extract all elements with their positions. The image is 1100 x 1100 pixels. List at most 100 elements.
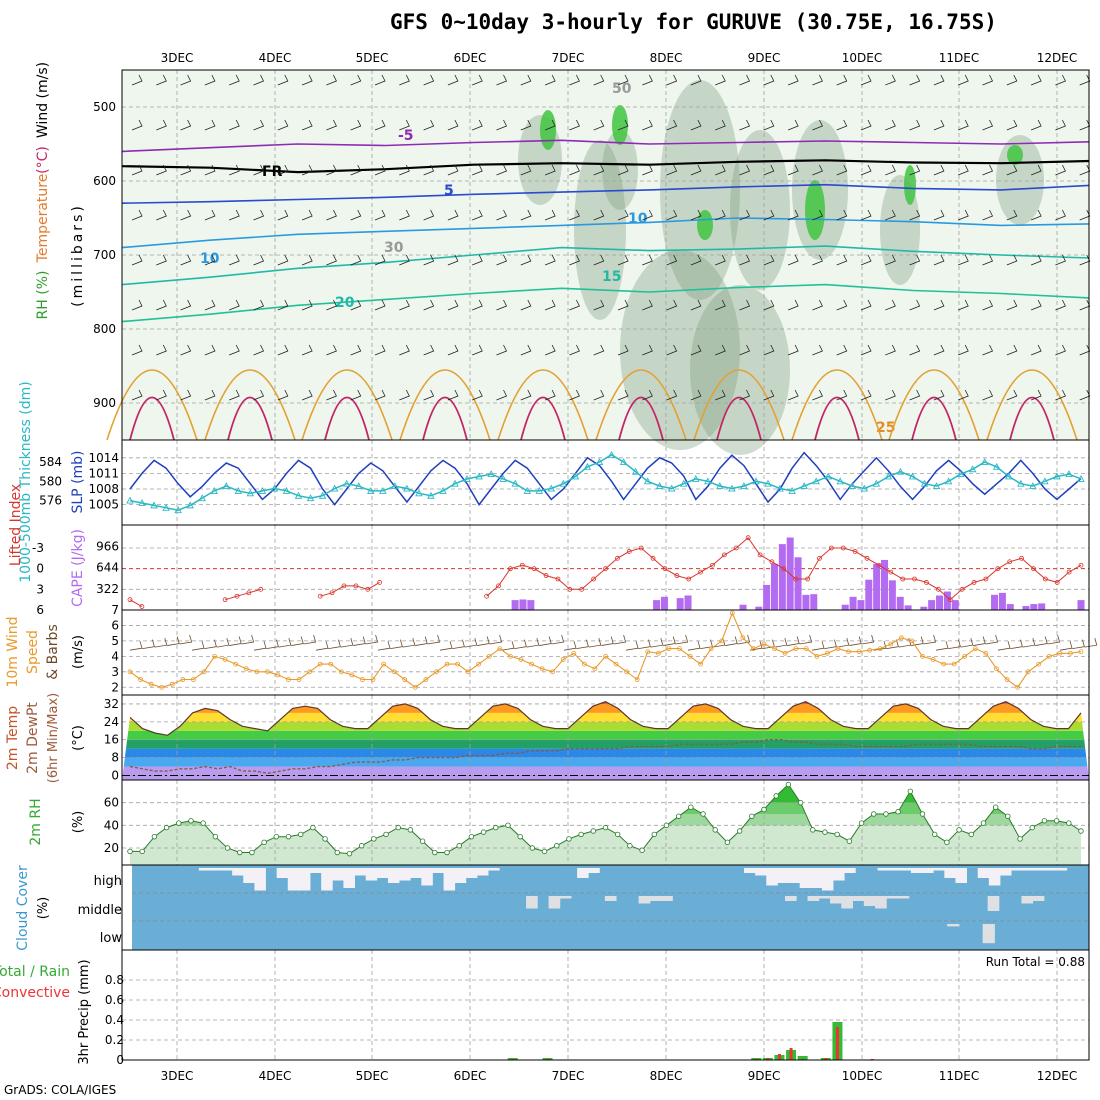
precip-tick-label: 0.4: [105, 1013, 124, 1027]
wind-barb: [423, 209, 435, 221]
wind-barb: [326, 254, 337, 266]
wind-barb: [638, 639, 651, 650]
temperature-band: [122, 748, 1089, 758]
thickness-marker: [427, 491, 435, 499]
wind-barb: [958, 389, 969, 401]
isotherm-30: [227, 396, 273, 441]
wind-frame: [121, 609, 1090, 696]
rh-marker: [407, 827, 414, 833]
cape-bar: [951, 600, 959, 610]
upper-air-ylabel: Wind (m/s): [35, 62, 51, 138]
wind-barb: [885, 74, 896, 86]
thickness-marker: [198, 494, 206, 502]
wind-barb: [749, 641, 763, 651]
cloud-cell-low: [982, 924, 995, 944]
lifted-index-marker: [555, 576, 561, 582]
wind-barb: [666, 299, 678, 311]
wind-barb: [496, 299, 508, 311]
cloud-cell-high: [221, 868, 233, 871]
rh-marker: [505, 822, 511, 829]
wind-speed-marker: [328, 661, 334, 667]
wind-barb: [569, 74, 580, 86]
x-tick-label-top: 6DEC: [454, 51, 487, 65]
rh-marker: [883, 811, 889, 817]
rh-marker: [297, 831, 304, 838]
wind-speed-marker: [645, 649, 651, 655]
cloud-cell-middle: [1021, 896, 1034, 904]
x-tick-label-bottom: 7DEC: [552, 1069, 585, 1083]
precip-frame: [121, 949, 1090, 1061]
wind-barb: [812, 254, 823, 266]
wind-speed-marker: [898, 635, 904, 641]
wind-barb: [1072, 639, 1085, 650]
lifted-index-marker: [246, 590, 252, 596]
rh-marker: [931, 831, 938, 838]
cape-bar: [755, 606, 763, 610]
wind-barb: [496, 344, 508, 356]
thickness-marker: [391, 482, 399, 490]
x-tick-label-bottom: 9DEC: [748, 1069, 781, 1083]
cloud-cell-high: [1011, 868, 1023, 871]
li-tick-label: -3: [32, 541, 44, 555]
wind-barb: [690, 164, 702, 176]
wind-barb: [690, 119, 702, 131]
rh-marker: [261, 839, 267, 846]
thickness-tick-label: 584: [39, 455, 62, 469]
wind-barb: [326, 119, 337, 131]
wind-barb: [787, 164, 799, 176]
rh-marker: [139, 848, 145, 855]
rh-ylabel-units: (%): [71, 811, 86, 834]
wind-barb: [860, 74, 872, 86]
wind-barb: [472, 164, 483, 176]
x-tick-label-top: 10DEC: [842, 51, 882, 65]
lifted-index-marker: [519, 562, 525, 568]
dewpoint-line: [129, 739, 1081, 775]
thickness-marker: [836, 477, 844, 485]
wind-tick-label: 7: [111, 603, 119, 617]
wind-speed-marker: [507, 653, 513, 659]
wind-barb: [301, 164, 313, 176]
wind-speed-marker: [349, 672, 355, 678]
temperature-band: [122, 701, 1089, 704]
cape-bar: [865, 579, 873, 610]
wind-barb: [253, 344, 265, 356]
wind-barb: [303, 634, 317, 645]
wind-speed-marker: [655, 650, 661, 656]
wind-barb: [423, 254, 435, 266]
wind-speed-marker: [719, 638, 725, 644]
thickness-marker: [306, 494, 315, 502]
cloud-cell-high: [198, 868, 211, 871]
cloud-cell-high: [977, 868, 990, 878]
thickness-marker: [956, 470, 965, 478]
precip-tick-label: 0.8: [105, 973, 124, 987]
wind-barb: [739, 344, 751, 356]
rh-marker: [1029, 824, 1035, 831]
wind-speed-marker: [381, 661, 387, 667]
wind-speed-marker: [983, 650, 989, 656]
wind-barb: [229, 164, 240, 176]
wind-barb: [715, 119, 726, 131]
wind-barb: [617, 74, 629, 86]
contour-label: -5: [398, 128, 414, 144]
rh-marker: [846, 838, 853, 844]
lifted-index-marker: [139, 604, 145, 609]
rh-marker: [237, 849, 243, 856]
wind-barb: [131, 254, 143, 266]
wind-barb: [277, 164, 289, 176]
wind-barb: [427, 634, 441, 645]
contour-label: 30: [384, 240, 404, 256]
thickness-marker: [968, 465, 977, 473]
precip-tick-label: 0.6: [105, 993, 124, 1007]
wind-barb: [613, 634, 627, 645]
cloud-cell-high: [755, 868, 767, 876]
rh-marker: [480, 829, 487, 835]
lifted-index-marker: [757, 552, 763, 558]
wind-barb: [1084, 637, 1098, 648]
wind-ylabel: & Barbs: [45, 624, 61, 680]
cape-bar: [991, 594, 999, 610]
cloud-cell-high: [799, 868, 812, 888]
wind-barb: [690, 389, 702, 401]
cape-ylabel: CAPE (J/kg): [70, 529, 86, 607]
thickness-marker: [210, 486, 219, 494]
